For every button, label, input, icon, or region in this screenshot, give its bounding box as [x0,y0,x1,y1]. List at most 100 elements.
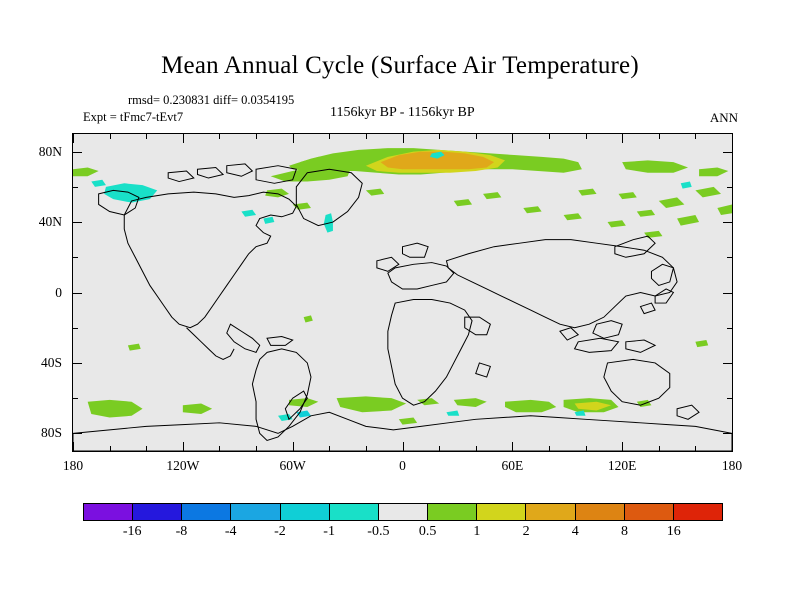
x-axis-tick [182,134,184,143]
colorbar-tick-label: 4 [571,524,579,539]
x-axis-tick-label: 120E [607,458,637,473]
anomaly-region [574,401,612,411]
colorbar-segment[interactable] [673,504,723,520]
x-axis-tick [365,134,367,139]
colorbar-segment[interactable] [133,504,183,520]
colorbar-segment[interactable] [428,504,478,520]
anomaly-region [607,220,626,228]
y-axis-tick [723,222,732,224]
x-axis-tick [585,446,587,451]
axis-ticks-layer [73,134,732,451]
y-axis-tick-label: 80S [40,425,62,441]
x-axis-tick [695,446,697,451]
y-axis-tick [723,433,732,435]
x-axis-tick [512,134,514,143]
colorbar-tick-label: -16 [122,524,142,539]
y-axis-tick [73,186,78,188]
x-axis-tick [512,442,514,451]
y-axis-tick [723,151,732,153]
y-axis-tick [73,257,78,259]
x-axis-tick [256,134,258,139]
x-axis-tick [292,442,294,451]
x-axis-tick [732,442,733,451]
colorbar-segment[interactable] [84,504,134,520]
anomaly-region [453,398,487,407]
x-axis-tick [548,446,550,451]
x-axis-tick [622,442,624,451]
x-axis-tick [658,446,660,451]
colorbar-tick-label: 8 [621,524,629,539]
colorbar-segment[interactable] [575,504,625,520]
anomaly-region [398,417,418,425]
anomaly-region [73,167,99,177]
x-axis-tick [695,134,697,139]
colorbar-tick-label: 1 [473,524,481,539]
x-axis-tick-label: 180 [721,458,743,473]
x-axis-tick [439,446,441,451]
colorbar-tick-label: -1 [323,524,335,539]
x-axis-tick [146,134,148,139]
y-axis-tick-label: 40S [40,354,62,370]
colorbar-segment[interactable] [280,504,330,520]
anomaly-region [680,181,692,189]
x-axis-tick [219,134,221,139]
colorbar-segment[interactable] [329,504,379,520]
y-axis-tick-label: 80N [38,143,62,159]
x-axis-tick [732,134,733,143]
y-axis-tick [73,292,82,294]
anomaly-region [303,315,313,323]
anomaly-region [446,410,460,416]
colorbar-segment[interactable] [378,504,429,520]
x-axis-tick-label: 60E [501,458,524,473]
y-axis-tick [73,433,82,435]
colorbar-tick-label: -4 [224,524,237,539]
anomaly-region [523,206,542,214]
anomaly-region [127,343,141,351]
y-axis-tick [727,327,732,329]
anomaly-region [336,396,407,413]
y-axis-tick [727,186,732,188]
x-axis-tick [475,446,477,451]
anomaly-region [182,403,213,415]
anomaly-region [695,340,709,348]
x-axis-tick [182,442,184,451]
x-axis-tick [402,134,404,143]
x-axis-tick [73,134,74,143]
anomaly-region [417,398,440,406]
anomaly-region [299,155,352,168]
x-axis-tick [329,446,331,451]
anomaly-region [265,188,290,198]
anomaly-region [380,151,495,170]
season-label: ANN [709,110,738,125]
colorbar-segment[interactable] [477,504,527,520]
colorbar-segment[interactable] [231,504,281,520]
x-axis-tick [475,134,477,139]
x-axis-tick [548,134,550,139]
x-axis-tick [109,446,111,451]
anomaly-region [91,179,106,187]
y-axis-tick [73,151,82,153]
world-anomaly-map [73,148,732,451]
y-axis-tick [723,362,732,364]
y-axis-tick-label: 40N [38,214,62,230]
x-axis-tick [256,446,258,451]
y-axis-tick [727,398,732,400]
colorbar[interactable] [83,503,723,521]
anomaly-region [292,202,311,210]
anomaly-region [365,188,385,196]
colorbar-segment[interactable] [182,504,232,520]
anomaly-region [563,213,582,221]
anomaly-region [677,215,700,226]
x-axis-tick [292,134,294,143]
x-axis-tick [622,134,624,143]
colorbar-segment[interactable] [624,504,674,520]
colorbar-segment[interactable] [526,504,576,520]
anomaly-region [618,192,637,200]
y-axis-tick [73,327,78,329]
anomaly-region [578,188,597,196]
x-axis-tick [109,134,111,139]
y-axis-tick [73,222,82,224]
x-axis-tick [146,446,148,451]
y-axis-tick [727,257,732,259]
